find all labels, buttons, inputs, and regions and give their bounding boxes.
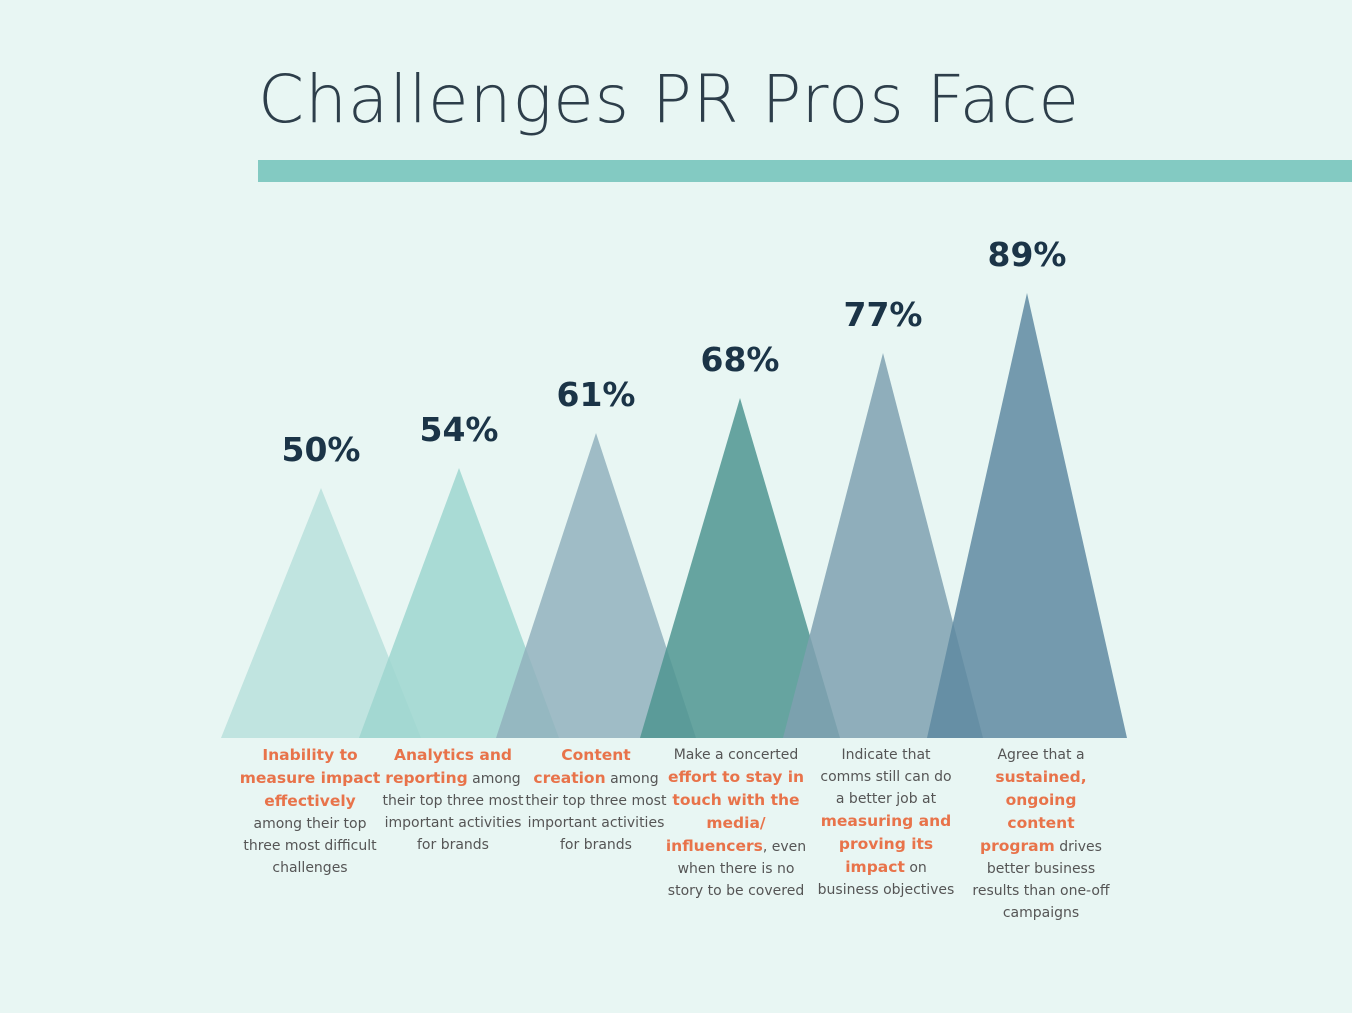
- value-label: 61%: [557, 375, 636, 414]
- body-text: , even when there is no story to be cove…: [667, 839, 807, 899]
- category-label: Analytics and reporting among their top …: [382, 744, 524, 856]
- category-label: Indicate that comms still can do a bette…: [815, 744, 957, 901]
- body-text: Indicate that comms still can do a bette…: [820, 747, 952, 807]
- highlight-text: sustained, ongoing content program: [980, 768, 1087, 855]
- body-text: Agree that a: [997, 747, 1085, 763]
- body-text: on business objectives: [817, 860, 955, 898]
- triangle: [221, 488, 421, 738]
- triangle: [927, 293, 1127, 738]
- value-label: 50%: [282, 430, 361, 469]
- category-label: Make a concerted effort to stay in touch…: [665, 744, 807, 902]
- value-label: 89%: [988, 235, 1067, 274]
- category-label: Inability to measure impact effectively …: [239, 744, 381, 879]
- triangle: [640, 398, 840, 738]
- value-label: 77%: [844, 295, 923, 334]
- body-text: among their top three most important act…: [382, 771, 524, 853]
- value-label: 54%: [420, 410, 499, 449]
- highlight-text: Inability to measure impact effectively: [239, 746, 381, 810]
- chart-title: Challenges PR Pros Face: [258, 61, 1080, 138]
- body-text: among their top three most important act…: [525, 771, 667, 853]
- highlight-text: measuring and proving its impact: [820, 812, 952, 876]
- highlight-text: Content creation: [533, 746, 631, 787]
- value-label: 68%: [701, 340, 780, 379]
- triangle: [359, 468, 559, 738]
- highlight-text: effort to stay in touch with the media/ …: [665, 768, 805, 855]
- triangle: [496, 433, 696, 738]
- title-rule: [258, 160, 1352, 182]
- body-text: drives better business results than one-…: [972, 839, 1110, 921]
- highlight-text: Analytics and reporting: [385, 746, 513, 787]
- category-label: Agree that a sustained, ongoing content …: [970, 744, 1112, 924]
- triangle: [783, 353, 983, 738]
- body-text: Make a concerted: [673, 747, 799, 763]
- category-label: Content creation among their top three m…: [525, 744, 667, 856]
- body-text: among their top three most difficult cha…: [243, 816, 377, 876]
